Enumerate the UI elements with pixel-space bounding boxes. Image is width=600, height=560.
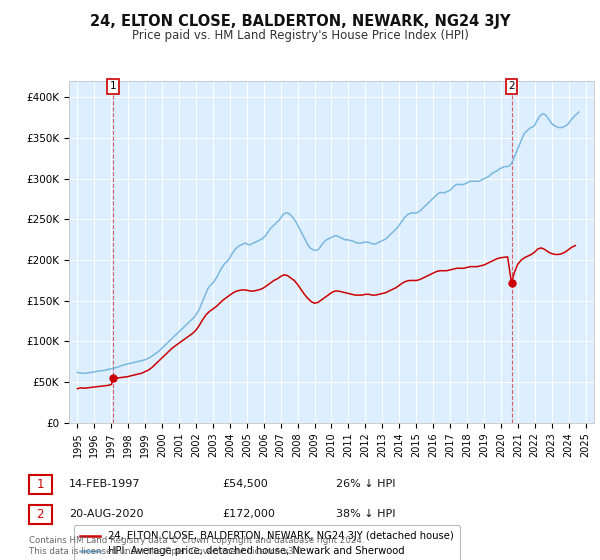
Text: Contains HM Land Registry data © Crown copyright and database right 2024.
This d: Contains HM Land Registry data © Crown c… [29, 536, 364, 556]
Text: 1: 1 [37, 478, 44, 491]
Text: 24, ELTON CLOSE, BALDERTON, NEWARK, NG24 3JY: 24, ELTON CLOSE, BALDERTON, NEWARK, NG24… [90, 14, 510, 29]
Text: 38% ↓ HPI: 38% ↓ HPI [336, 509, 395, 519]
Text: 14-FEB-1997: 14-FEB-1997 [69, 479, 140, 489]
Text: 2: 2 [508, 81, 515, 91]
Text: £172,000: £172,000 [222, 509, 275, 519]
Text: 20-AUG-2020: 20-AUG-2020 [69, 509, 143, 519]
Text: £54,500: £54,500 [222, 479, 268, 489]
Legend: 24, ELTON CLOSE, BALDERTON, NEWARK, NG24 3JY (detached house), HPI: Average pric: 24, ELTON CLOSE, BALDERTON, NEWARK, NG24… [74, 525, 460, 560]
Text: 2: 2 [37, 507, 44, 521]
Text: Price paid vs. HM Land Registry's House Price Index (HPI): Price paid vs. HM Land Registry's House … [131, 29, 469, 42]
Text: 26% ↓ HPI: 26% ↓ HPI [336, 479, 395, 489]
Text: 1: 1 [110, 81, 116, 91]
